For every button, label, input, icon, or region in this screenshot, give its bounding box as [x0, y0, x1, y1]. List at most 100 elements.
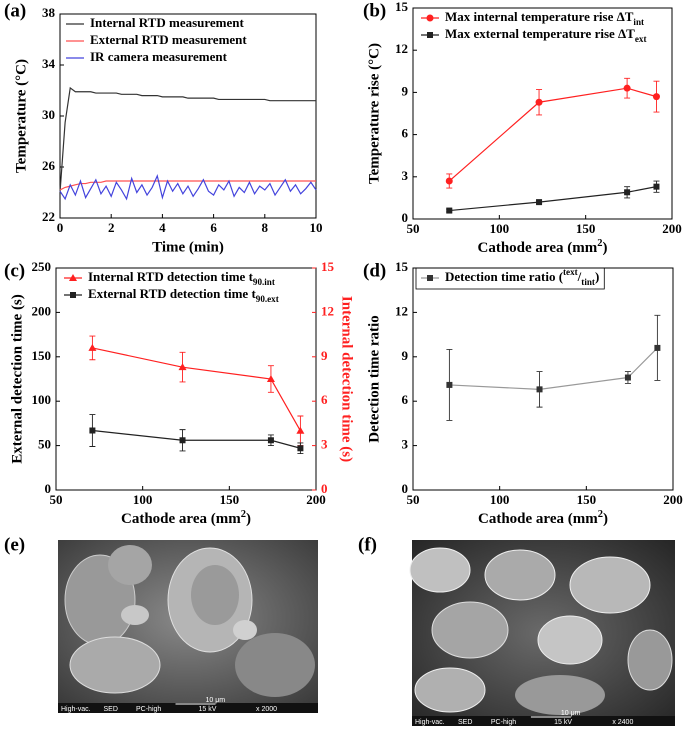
- x-tick-label: 6: [210, 220, 217, 235]
- x-tick-label: 200: [663, 492, 683, 507]
- marker: [446, 381, 453, 388]
- y2-axis-label: Internal detection time (s): [339, 296, 355, 462]
- plot-frame: [412, 7, 673, 220]
- series-line: [92, 429, 301, 449]
- x-tick-label: 150: [577, 492, 597, 507]
- y-tick-label: 200: [32, 303, 52, 318]
- marker: [624, 374, 631, 381]
- marker: [445, 177, 453, 185]
- image-footer: PC-high: [136, 706, 161, 713]
- y-tick-label: 3: [402, 437, 409, 452]
- legend-label-part: 90.ext: [256, 294, 279, 304]
- legend-marker: [69, 274, 77, 281]
- legend-label-part: Max internal temperature rise ΔT: [445, 9, 634, 24]
- marker: [89, 427, 96, 434]
- x-axis-label-part: ): [246, 511, 251, 527]
- legend-label: Internal RTD detection time t90.int: [88, 269, 275, 287]
- y-tick-label: 9: [402, 83, 409, 98]
- y-tick-label: 250: [32, 259, 52, 274]
- y-tick-label: 38: [42, 5, 56, 20]
- legend-marker: [70, 292, 76, 298]
- legend-label-part: int: [633, 17, 644, 27]
- marker: [266, 375, 275, 382]
- marker: [536, 199, 543, 206]
- legend-label: Detection time ratio (text/tint): [445, 267, 599, 287]
- x-axis-label: Cathode area (mm2): [121, 509, 251, 528]
- legend-label-part: /: [577, 269, 582, 284]
- x-tick-label: 150: [576, 221, 596, 236]
- series-line: [92, 347, 301, 432]
- legend-label-part: External RTD detection time t: [88, 286, 256, 301]
- legend-label: External RTD detection time t90.ext: [88, 286, 279, 304]
- plot-frame: [55, 267, 317, 491]
- series-line: [448, 87, 657, 182]
- legend-label: Internal RTD measurement: [90, 15, 245, 30]
- series-line: [59, 180, 316, 191]
- series-line: [59, 174, 317, 201]
- marker: [296, 426, 305, 434]
- x-tick-label: 10: [310, 220, 323, 235]
- y2-tick-label: 12: [321, 303, 334, 318]
- plot-frame: [412, 267, 674, 491]
- panel-label: (c): [4, 260, 25, 281]
- image-footer: SED: [458, 719, 472, 726]
- legend-label-part: Internal RTD detection time t: [88, 269, 254, 284]
- marker: [652, 93, 660, 101]
- x-axis-label-part: 2: [241, 509, 246, 520]
- legend: Internal RTD measurement External RTD mea…: [66, 15, 247, 64]
- y-tick-label: 12: [395, 41, 408, 56]
- image-footer: High-vac.: [415, 719, 445, 726]
- marker: [178, 363, 187, 371]
- y-tick-label: 26: [42, 158, 56, 173]
- legend-label-part: tint: [581, 277, 595, 287]
- x-tick-label: 4: [159, 220, 166, 235]
- x-tick-label: 50: [407, 221, 420, 236]
- y-tick-label: 0: [402, 481, 409, 496]
- x-axis-label-part: 2: [598, 509, 603, 520]
- legend-label-part: ext: [635, 34, 647, 44]
- y-tick-label: 100: [32, 392, 52, 407]
- legend-marker: [426, 14, 434, 22]
- scale-bar-label: 10 μm: [561, 710, 581, 717]
- image-label: (e): [4, 534, 25, 555]
- y-tick-label: 6: [402, 126, 409, 141]
- panel-label: (d): [363, 260, 386, 281]
- x-tick-label: 50: [407, 492, 420, 507]
- x-tick-label: 150: [220, 492, 240, 507]
- x-tick-label: 200: [662, 221, 682, 236]
- marker: [88, 343, 97, 351]
- legend-label-part: Detection time ratio (: [445, 269, 563, 284]
- x-tick-label: 100: [490, 221, 510, 236]
- y-tick-label: 34: [42, 56, 56, 71]
- x-tick-label: 2: [108, 220, 115, 235]
- x-tick-label: 0: [57, 220, 64, 235]
- marker: [446, 207, 453, 214]
- legend-label-part: ): [595, 269, 599, 284]
- series-line: [449, 347, 658, 390]
- x-axis-label: Cathode area (mm2): [478, 238, 608, 257]
- x-axis-label: Cathode area (mm2): [478, 509, 608, 528]
- series-line: [59, 86, 316, 193]
- sem-image-f: [409, 540, 675, 726]
- legend-marker: [427, 275, 433, 281]
- x-axis-label-part: ): [603, 511, 608, 527]
- y2-tick-label: 9: [321, 348, 328, 363]
- image-footer: PC-high: [491, 719, 516, 726]
- legend: Internal RTD detection time t90.intExter…: [64, 269, 279, 304]
- marker: [623, 84, 631, 92]
- y-axis-label: External detection time (s): [9, 294, 25, 464]
- marker: [653, 183, 660, 190]
- y-axis-label: Temperature rise (°C): [366, 43, 382, 184]
- y-tick-label: 30: [42, 107, 55, 122]
- x-tick-label: 8: [262, 220, 269, 235]
- y-tick-label: 50: [38, 437, 51, 452]
- y-tick-label: 150: [32, 348, 52, 363]
- panel-label: (a): [4, 0, 26, 21]
- x-tick-label: 50: [50, 492, 63, 507]
- y-tick-label: 15: [395, 0, 409, 14]
- image-footer: x 2400: [612, 719, 633, 726]
- y2-tick-label: 0: [321, 481, 328, 496]
- legend-label: IR camera measurement: [90, 49, 228, 64]
